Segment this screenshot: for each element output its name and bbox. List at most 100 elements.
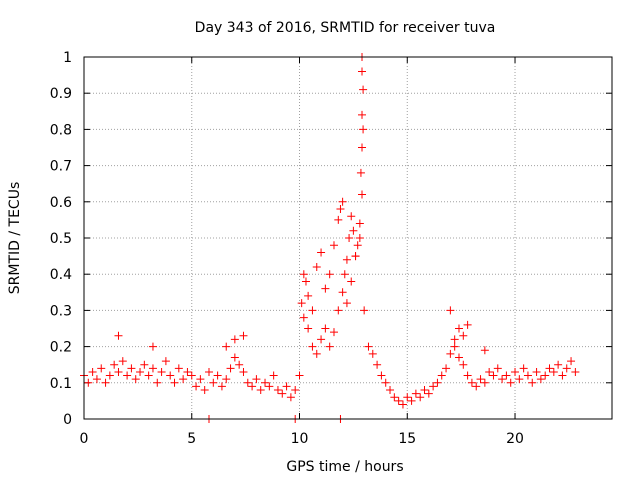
- data-point: [297, 299, 306, 308]
- data-point: [213, 371, 222, 380]
- chart-title: Day 343 of 2016, SRMTID for receiver tuv…: [195, 20, 496, 36]
- data-point: [235, 360, 244, 369]
- data-point: [295, 371, 304, 380]
- data-point: [562, 364, 571, 373]
- data-point: [338, 288, 347, 297]
- data-point: [161, 357, 170, 366]
- data-point: [390, 393, 399, 402]
- data-point: [97, 364, 106, 373]
- data-point: [187, 371, 196, 380]
- data-point: [183, 367, 192, 376]
- data-point: [454, 324, 463, 333]
- data-point: [312, 349, 321, 358]
- x-tick-label: 10: [291, 431, 309, 447]
- x-axis-label: GPS time / hours: [286, 459, 403, 475]
- y-tick-label: 0.2: [50, 340, 72, 356]
- data-point: [329, 241, 338, 250]
- data-point: [140, 360, 149, 369]
- data-point: [351, 252, 360, 261]
- data-point: [532, 367, 541, 376]
- data-point: [136, 367, 145, 376]
- data-point: [166, 371, 175, 380]
- data-point: [342, 299, 351, 308]
- data-point: [459, 331, 468, 340]
- data-point: [459, 360, 468, 369]
- data-point: [321, 324, 330, 333]
- data-point: [368, 349, 377, 358]
- data-point: [148, 342, 157, 351]
- data-point: [256, 386, 265, 395]
- data-point: [489, 371, 498, 380]
- data-point: [437, 371, 446, 380]
- data-point: [174, 364, 183, 373]
- data-point: [261, 378, 270, 387]
- data-point: [403, 393, 412, 402]
- data-point: [222, 342, 231, 351]
- data-point: [545, 364, 554, 373]
- data-point: [358, 67, 367, 76]
- data-point: [373, 360, 382, 369]
- data-point: [467, 378, 476, 387]
- data-point: [511, 367, 520, 376]
- data-point: [92, 375, 101, 384]
- data-point: [321, 284, 330, 293]
- data-point: [485, 367, 494, 376]
- data-point: [278, 389, 287, 398]
- data-point: [394, 396, 403, 405]
- y-tick-label: 0.5: [50, 231, 72, 247]
- data-point: [153, 378, 162, 387]
- data-point: [131, 375, 140, 384]
- data-points: [80, 53, 580, 423]
- data-point: [248, 382, 257, 391]
- x-tick-label: 5: [187, 431, 196, 447]
- data-point: [299, 270, 308, 279]
- data-point: [523, 371, 532, 380]
- y-tick-label: 0.9: [50, 86, 72, 102]
- data-point: [424, 389, 433, 398]
- data-point: [338, 197, 347, 206]
- data-point: [334, 215, 343, 224]
- x-tick-label: 15: [398, 431, 416, 447]
- data-point: [377, 371, 386, 380]
- data-point: [226, 364, 235, 373]
- data-point: [114, 331, 123, 340]
- data-point: [571, 367, 580, 376]
- data-point: [200, 386, 209, 395]
- data-point: [123, 371, 132, 380]
- data-point: [84, 378, 93, 387]
- data-point: [463, 320, 472, 329]
- y-tick-label: 1: [63, 50, 72, 66]
- data-point: [364, 342, 373, 351]
- y-tick-label: 0.3: [50, 303, 72, 319]
- data-point: [493, 364, 502, 373]
- data-point: [291, 386, 300, 395]
- data-point: [536, 375, 545, 384]
- data-point: [342, 255, 351, 264]
- data-point: [446, 306, 455, 315]
- data-point: [567, 357, 576, 366]
- data-point: [196, 375, 205, 384]
- data-point: [222, 375, 231, 384]
- data-point: [304, 324, 313, 333]
- data-point: [252, 375, 261, 384]
- data-point: [353, 241, 362, 250]
- data-point: [144, 371, 153, 380]
- data-point: [554, 360, 563, 369]
- data-point: [355, 219, 364, 228]
- data-point: [239, 367, 248, 376]
- data-point: [476, 375, 485, 384]
- data-point: [286, 393, 295, 402]
- data-point: [308, 306, 317, 315]
- data-point: [209, 378, 218, 387]
- y-tick-label: 0.7: [50, 159, 72, 175]
- data-point: [398, 400, 407, 409]
- data-point: [308, 342, 317, 351]
- data-point: [442, 364, 451, 373]
- data-point: [317, 335, 326, 344]
- data-point: [157, 367, 166, 376]
- data-point: [265, 382, 274, 391]
- data-point: [411, 389, 420, 398]
- data-point: [454, 353, 463, 362]
- data-point: [329, 328, 338, 337]
